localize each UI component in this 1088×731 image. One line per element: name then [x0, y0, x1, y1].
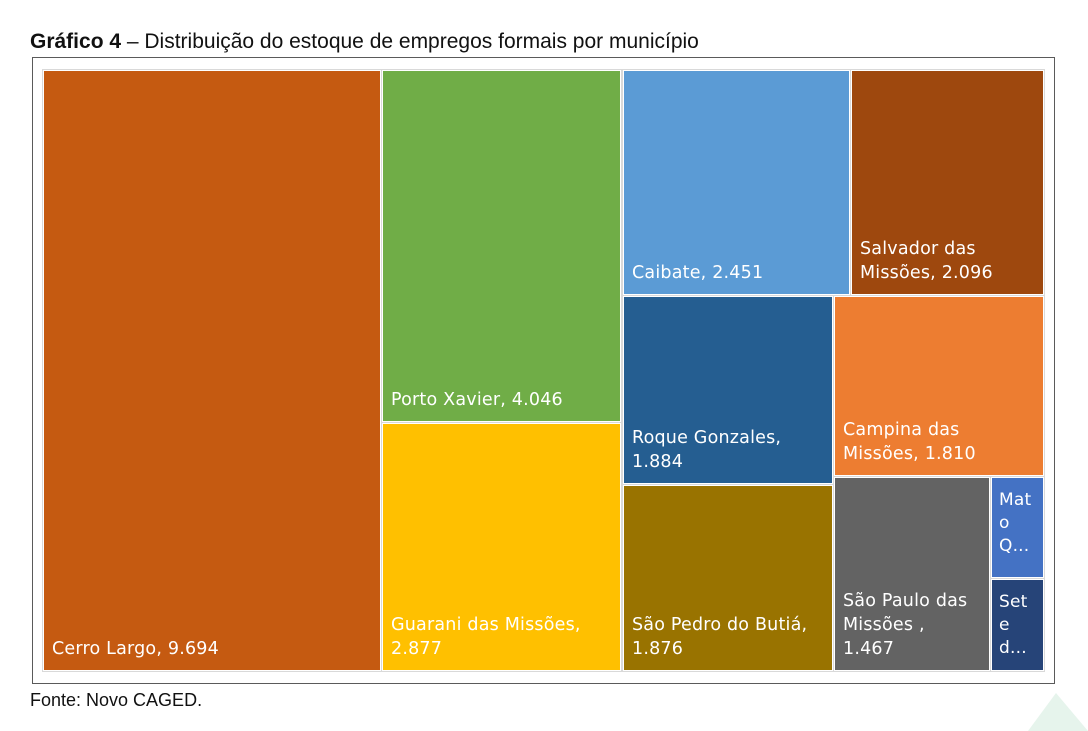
treemap-tile-label: Campina das Missões, 1.810 — [843, 420, 976, 464]
treemap-chart: Cerro Largo, 9.694 Porto Xavier, 4.046 Gua… — [32, 57, 1055, 684]
caption-text: – Distribuição do estoque de empregos fo… — [121, 30, 699, 53]
treemap-tile-porto-xavier: Porto Xavier, 4.046 — [381, 69, 622, 423]
treemap-tile-label: Mat o Q... — [999, 490, 1032, 556]
treemap-tile-label: São Paulo das Missões , 1.467 — [843, 591, 968, 659]
treemap-tile-label: Roque Gonzales, 1.884 — [632, 428, 782, 472]
treemap-tile-label: Porto Xavier, 4.046 — [391, 390, 563, 410]
treemap-tile-label: Cerro Largo, 9.694 — [52, 639, 219, 659]
treemap-tile-label: Caibate, 2.451 — [632, 263, 764, 283]
treemap-tile-sao-paulo-das-missoes: São Paulo das Missões , 1.467 — [833, 476, 991, 672]
treemap-tile-label: São Pedro do Butiá, 1.876 — [632, 615, 808, 659]
source-note: Fonte: Novo CAGED. — [30, 690, 203, 710]
treemap-tile-caibate: Caibate, 2.451 — [622, 69, 851, 296]
treemap-tile-guarani-das-missoes: Guarani das Missões, 2.877 — [381, 422, 622, 672]
chart-caption: Gráfico 4 – Distribuição do estoque de e… — [30, 30, 699, 54]
treemap-tile-mato-queimado: Mat o Q... — [990, 476, 1045, 579]
treemap-tile-salvador-das-missoes: Salvador das Missões, 2.096 — [850, 69, 1045, 296]
treemap-tile-label: Salvador das Missões, 2.096 — [860, 239, 993, 283]
treemap-tile-label: Set e d... — [999, 592, 1028, 658]
treemap-tile-sete-de-setembro: Set e d... — [990, 578, 1045, 672]
treemap-tile-label: Guarani das Missões, 2.877 — [391, 615, 581, 659]
caption-prefix: Gráfico 4 — [30, 30, 122, 53]
treemap-tile-sao-pedro-do-butia: São Pedro do Butiá, 1.876 — [622, 484, 834, 672]
treemap-tile-roque-gonzales: Roque Gonzales, 1.884 — [622, 295, 834, 485]
treemap-tile-cerro-largo: Cerro Largo, 9.694 — [42, 69, 382, 672]
treemap-tile-campina-das-missoes: Campina das Missões, 1.810 — [833, 295, 1045, 477]
decorative-corner-shape — [1028, 693, 1088, 731]
